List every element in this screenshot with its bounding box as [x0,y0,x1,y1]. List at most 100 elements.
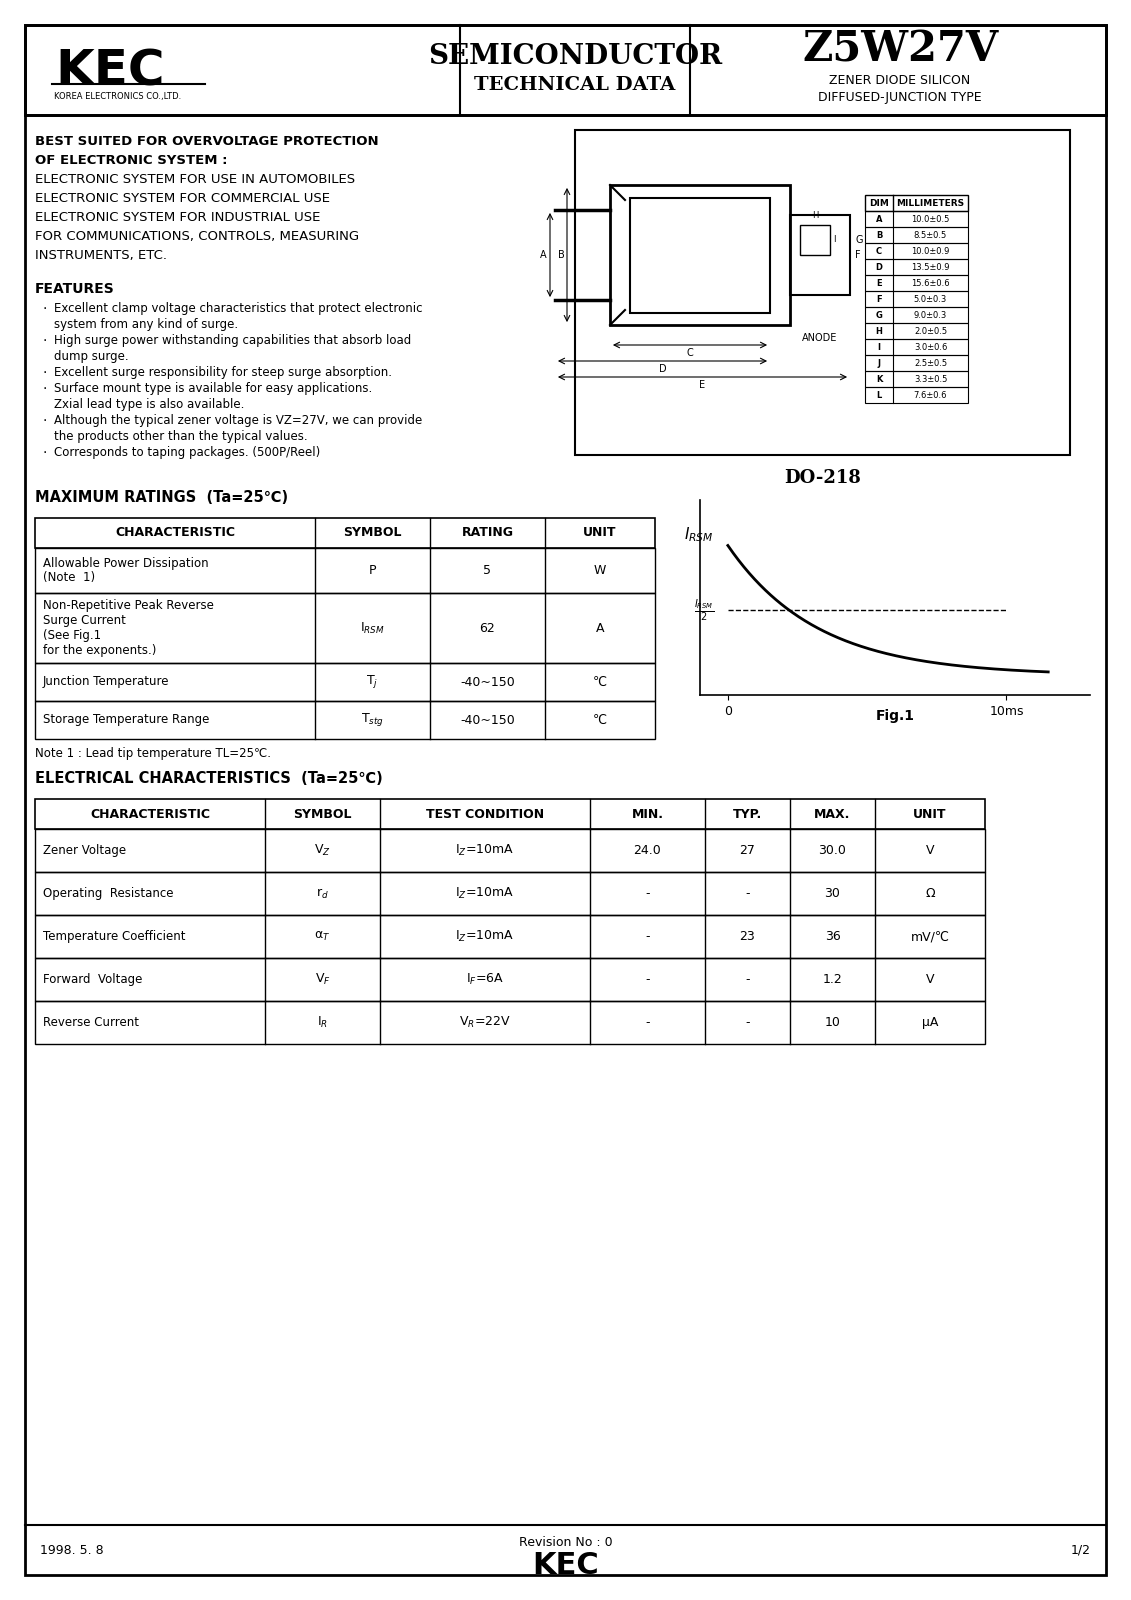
Text: -40~150: -40~150 [460,714,515,726]
Text: ELECTRONIC SYSTEM FOR INDUSTRIAL USE: ELECTRONIC SYSTEM FOR INDUSTRIAL USE [35,211,320,224]
Text: INSTRUMENTS, ETC.: INSTRUMENTS, ETC. [35,250,167,262]
Text: 1.2: 1.2 [822,973,843,986]
Text: ·: · [42,446,46,461]
Text: H: H [812,211,818,219]
Text: KOREA ELECTRONICS CO.,LTD.: KOREA ELECTRONICS CO.,LTD. [54,91,181,101]
Text: -: - [646,1016,649,1029]
Text: OF ELECTRONIC SYSTEM :: OF ELECTRONIC SYSTEM : [35,154,227,166]
Text: ANODE: ANODE [802,333,838,342]
Text: RATING: RATING [461,526,513,539]
Text: dump surge.: dump surge. [54,350,129,363]
Text: I$_R$: I$_R$ [317,1014,328,1030]
Text: ·: · [42,366,46,379]
Bar [789,214,851,294]
Text: TEST CONDITION: TEST CONDITION [426,808,544,821]
Text: V$_Z$: V$_Z$ [314,843,331,858]
Text: P: P [369,565,377,578]
Text: A: A [875,214,882,224]
Text: G: G [875,310,882,320]
Text: FEATURES: FEATURES [35,282,114,296]
Bar [35,701,655,739]
Text: I$_{RSM}$: I$_{RSM}$ [360,621,385,635]
Text: Zxial lead type is also available.: Zxial lead type is also available. [54,398,244,411]
Text: A: A [541,250,547,259]
Text: UNIT: UNIT [584,526,616,539]
Text: Although the typical zener voltage is VZ=27V, we can provide: Although the typical zener voltage is VZ… [54,414,422,427]
Text: Allowable Power Dissipation: Allowable Power Dissipation [43,557,208,570]
Text: DIM: DIM [869,198,889,208]
Text: Surface mount type is available for easy applications.: Surface mount type is available for easy… [54,382,372,395]
Text: α$_T$: α$_T$ [314,930,330,942]
Text: 15.6±0.6: 15.6±0.6 [912,278,950,288]
Text: J: J [878,358,881,368]
Text: 2.5±0.5: 2.5±0.5 [914,358,947,368]
Text: 1/2: 1/2 [1071,1544,1091,1557]
Text: KEC: KEC [532,1550,599,1579]
Text: SYMBOL: SYMBOL [293,808,352,821]
Text: 13.5±0.9: 13.5±0.9 [912,262,950,272]
Text: G: G [855,235,863,245]
Bar [35,958,985,1002]
Text: BEST SUITED FOR OVERVOLTAGE PROTECTION: BEST SUITED FOR OVERVOLTAGE PROTECTION [35,134,379,149]
Text: UNIT: UNIT [913,808,947,821]
Bar [865,339,968,355]
Bar [865,371,968,387]
Text: D: D [875,262,882,272]
Text: mV/℃: mV/℃ [910,930,949,942]
Text: V: V [926,973,934,986]
Text: L: L [877,390,882,400]
Text: Non-Repetitive Peak Reverse: Non-Repetitive Peak Reverse [43,598,214,611]
Bar [35,594,655,662]
Text: $\frac{I_{RSM}}{2}$: $\frac{I_{RSM}}{2}$ [694,597,714,624]
Text: TECHNICAL DATA: TECHNICAL DATA [474,75,675,94]
Text: K: K [875,374,882,384]
Bar [35,547,655,594]
Text: -: - [646,930,649,942]
Text: I: I [878,342,881,352]
Text: F: F [877,294,882,304]
Text: ZENER DIODE SILICON: ZENER DIODE SILICON [829,74,970,86]
Text: 5: 5 [483,565,492,578]
Text: I$_Z$=10mA: I$_Z$=10mA [456,843,515,858]
Text: ·: · [42,382,46,395]
Text: V$_R$=22V: V$_R$=22V [459,1014,511,1030]
Text: A: A [596,621,604,635]
Text: SYMBOL: SYMBOL [343,526,402,539]
Bar [865,323,968,339]
Bar [35,872,985,915]
Text: F: F [855,250,861,259]
Text: 10: 10 [824,1016,840,1029]
Text: 27: 27 [740,845,756,858]
Text: Z5W27V: Z5W27V [802,29,998,70]
Text: ELECTRICAL CHARACTERISTICS  (Ta=25℃): ELECTRICAL CHARACTERISTICS (Ta=25℃) [35,771,382,786]
Text: DO-218: DO-218 [784,469,861,486]
Text: 30: 30 [824,886,840,899]
Bar [630,198,770,314]
Text: ELECTRONIC SYSTEM FOR COMMERCIAL USE: ELECTRONIC SYSTEM FOR COMMERCIAL USE [35,192,330,205]
Bar [25,26,1106,115]
Text: 36: 36 [824,930,840,942]
Text: ℃: ℃ [593,675,607,688]
Text: r$_d$: r$_d$ [316,886,329,901]
Text: ℃: ℃ [593,714,607,726]
Text: DIFFUSED-JUNCTION TYPE: DIFFUSED-JUNCTION TYPE [818,91,982,104]
Text: system from any kind of surge.: system from any kind of surge. [54,318,239,331]
Text: -: - [745,886,750,899]
Text: 3.3±0.5: 3.3±0.5 [914,374,947,384]
Text: Storage Temperature Range: Storage Temperature Range [43,714,209,726]
Text: 8.5±0.5: 8.5±0.5 [914,230,947,240]
Text: H: H [875,326,882,336]
Text: KEC: KEC [55,48,165,96]
Text: 5.0±0.3: 5.0±0.3 [914,294,947,304]
Text: ·: · [42,334,46,349]
Text: E: E [877,278,882,288]
Bar [865,291,968,307]
Text: E: E [699,379,706,390]
Text: T$_{stg}$: T$_{stg}$ [361,712,385,728]
Text: the products other than the typical values.: the products other than the typical valu… [54,430,308,443]
Text: 10.0±0.9: 10.0±0.9 [912,246,950,256]
Text: CHARACTERISTIC: CHARACTERISTIC [90,808,210,821]
Bar [865,275,968,291]
Text: FOR COMMUNICATIONS, CONTROLS, MEASURING: FOR COMMUNICATIONS, CONTROLS, MEASURING [35,230,360,243]
Text: Zener Voltage: Zener Voltage [43,845,127,858]
